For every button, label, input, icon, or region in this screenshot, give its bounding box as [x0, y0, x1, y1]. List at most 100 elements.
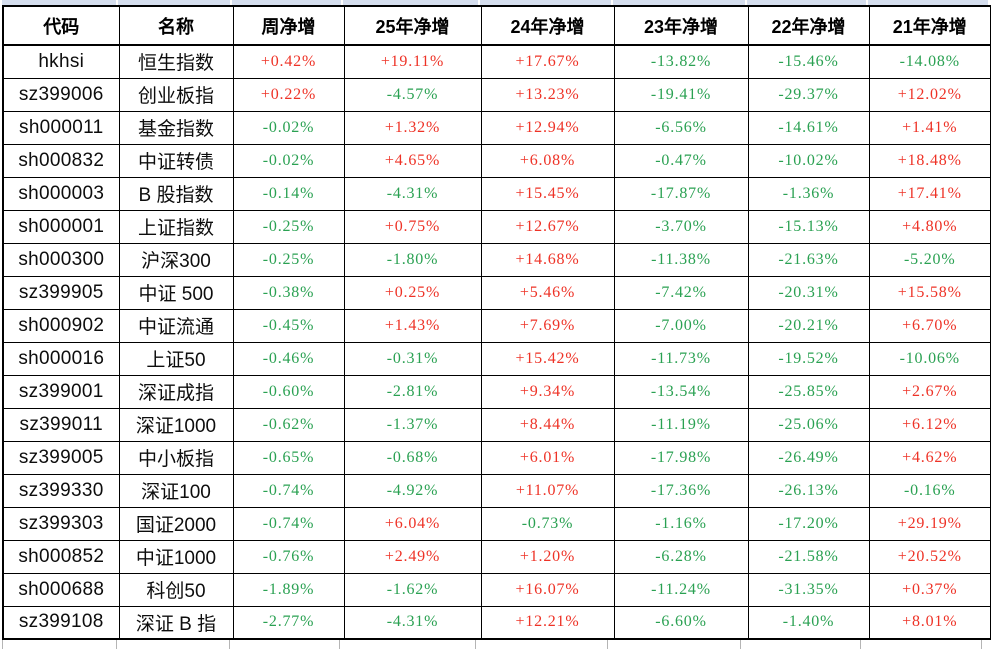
value-cell[interactable]: -15.13%: [747, 209, 870, 244]
value-cell[interactable]: -17.36%: [613, 473, 749, 508]
value-cell[interactable]: +13.23%: [480, 77, 615, 112]
value-cell[interactable]: +6.12%: [868, 407, 991, 442]
value-cell[interactable]: -0.46%: [232, 341, 345, 376]
name-cell[interactable]: B 股指数: [118, 176, 234, 211]
value-cell[interactable]: -11.19%: [613, 407, 749, 442]
value-cell[interactable]: -1.37%: [343, 407, 482, 442]
value-cell[interactable]: -14.61%: [747, 110, 870, 145]
value-cell[interactable]: -1.40%: [747, 605, 870, 640]
value-cell[interactable]: +20.52%: [868, 539, 991, 574]
value-cell[interactable]: -0.45%: [232, 308, 345, 343]
value-cell[interactable]: -0.68%: [343, 440, 482, 475]
name-cell[interactable]: 深证1000: [118, 407, 234, 442]
value-cell[interactable]: -10.06%: [868, 341, 991, 376]
value-cell[interactable]: +0.75%: [343, 209, 482, 244]
value-cell[interactable]: +18.48%: [868, 143, 991, 178]
value-cell[interactable]: -13.82%: [613, 44, 749, 79]
value-cell[interactable]: +8.44%: [480, 407, 615, 442]
name-cell[interactable]: 上证指数: [118, 209, 234, 244]
value-cell[interactable]: +2.49%: [343, 539, 482, 574]
name-cell[interactable]: 深证 B 指: [118, 605, 234, 640]
code-cell[interactable]: sh000016: [2, 341, 120, 376]
column-header-4[interactable]: 24年净增: [480, 5, 615, 46]
value-cell[interactable]: -20.21%: [747, 308, 870, 343]
value-cell[interactable]: -0.02%: [232, 110, 345, 145]
value-cell[interactable]: +4.65%: [343, 143, 482, 178]
value-cell[interactable]: +4.62%: [868, 440, 991, 475]
value-cell[interactable]: -25.85%: [747, 374, 870, 409]
value-cell[interactable]: +4.80%: [868, 209, 991, 244]
name-cell[interactable]: 上证50: [118, 341, 234, 376]
name-cell[interactable]: 中小板指: [118, 440, 234, 475]
name-cell[interactable]: 沪深300: [118, 242, 234, 277]
name-cell[interactable]: 基金指数: [118, 110, 234, 145]
column-header-6[interactable]: 22年净增: [747, 5, 870, 46]
value-cell[interactable]: -26.13%: [747, 473, 870, 508]
column-header-7[interactable]: 21年净增: [868, 5, 991, 46]
value-cell[interactable]: -1.80%: [343, 242, 482, 277]
value-cell[interactable]: +12.21%: [480, 605, 615, 640]
value-cell[interactable]: +8.01%: [868, 605, 991, 640]
value-cell[interactable]: -17.20%: [747, 506, 870, 541]
value-cell[interactable]: -10.02%: [747, 143, 870, 178]
name-cell[interactable]: 中证流通: [118, 308, 234, 343]
value-cell[interactable]: -6.28%: [613, 539, 749, 574]
value-cell[interactable]: -0.73%: [480, 506, 615, 541]
value-cell[interactable]: +12.67%: [480, 209, 615, 244]
value-cell[interactable]: -3.70%: [613, 209, 749, 244]
value-cell[interactable]: -0.60%: [232, 374, 345, 409]
code-cell[interactable]: sz399005: [2, 440, 120, 475]
value-cell[interactable]: -0.31%: [343, 341, 482, 376]
value-cell[interactable]: -13.54%: [613, 374, 749, 409]
value-cell[interactable]: -4.57%: [343, 77, 482, 112]
value-cell[interactable]: -25.06%: [747, 407, 870, 442]
code-cell[interactable]: sh000300: [2, 242, 120, 277]
value-cell[interactable]: -6.56%: [613, 110, 749, 145]
value-cell[interactable]: +1.41%: [868, 110, 991, 145]
value-cell[interactable]: -6.60%: [613, 605, 749, 640]
column-header-2[interactable]: 周净增: [232, 5, 345, 46]
value-cell[interactable]: +1.32%: [343, 110, 482, 145]
value-cell[interactable]: -4.92%: [343, 473, 482, 508]
value-cell[interactable]: -17.87%: [613, 176, 749, 211]
value-cell[interactable]: -0.16%: [868, 473, 991, 508]
value-cell[interactable]: +1.43%: [343, 308, 482, 343]
value-cell[interactable]: -1.36%: [747, 176, 870, 211]
value-cell[interactable]: -21.63%: [747, 242, 870, 277]
value-cell[interactable]: +12.02%: [868, 77, 991, 112]
value-cell[interactable]: +7.69%: [480, 308, 615, 343]
code-cell[interactable]: hkhsi: [2, 44, 120, 79]
value-cell[interactable]: +15.42%: [480, 341, 615, 376]
value-cell[interactable]: -11.73%: [613, 341, 749, 376]
value-cell[interactable]: -19.41%: [613, 77, 749, 112]
name-cell[interactable]: 深证成指: [118, 374, 234, 409]
value-cell[interactable]: +9.34%: [480, 374, 615, 409]
value-cell[interactable]: +29.19%: [868, 506, 991, 541]
value-cell[interactable]: -0.74%: [232, 473, 345, 508]
value-cell[interactable]: -4.31%: [343, 605, 482, 640]
value-cell[interactable]: -0.25%: [232, 209, 345, 244]
value-cell[interactable]: +17.67%: [480, 44, 615, 79]
value-cell[interactable]: +2.67%: [868, 374, 991, 409]
column-header-3[interactable]: 25年净增: [343, 5, 482, 46]
name-cell[interactable]: 中证1000: [118, 539, 234, 574]
name-cell[interactable]: 中证 500: [118, 275, 234, 310]
code-cell[interactable]: sz399001: [2, 374, 120, 409]
value-cell[interactable]: -15.46%: [747, 44, 870, 79]
value-cell[interactable]: +19.11%: [343, 44, 482, 79]
value-cell[interactable]: -0.74%: [232, 506, 345, 541]
name-cell[interactable]: 恒生指数: [118, 44, 234, 79]
value-cell[interactable]: -1.62%: [343, 572, 482, 607]
value-cell[interactable]: +12.94%: [480, 110, 615, 145]
name-cell[interactable]: 科创50: [118, 572, 234, 607]
value-cell[interactable]: +0.42%: [232, 44, 345, 79]
value-cell[interactable]: +5.46%: [480, 275, 615, 310]
value-cell[interactable]: -1.16%: [613, 506, 749, 541]
code-cell[interactable]: sh000003: [2, 176, 120, 211]
code-cell[interactable]: sz399905: [2, 275, 120, 310]
value-cell[interactable]: +0.37%: [868, 572, 991, 607]
value-cell[interactable]: -0.47%: [613, 143, 749, 178]
value-cell[interactable]: +14.68%: [480, 242, 615, 277]
name-cell[interactable]: 中证转债: [118, 143, 234, 178]
value-cell[interactable]: -11.38%: [613, 242, 749, 277]
